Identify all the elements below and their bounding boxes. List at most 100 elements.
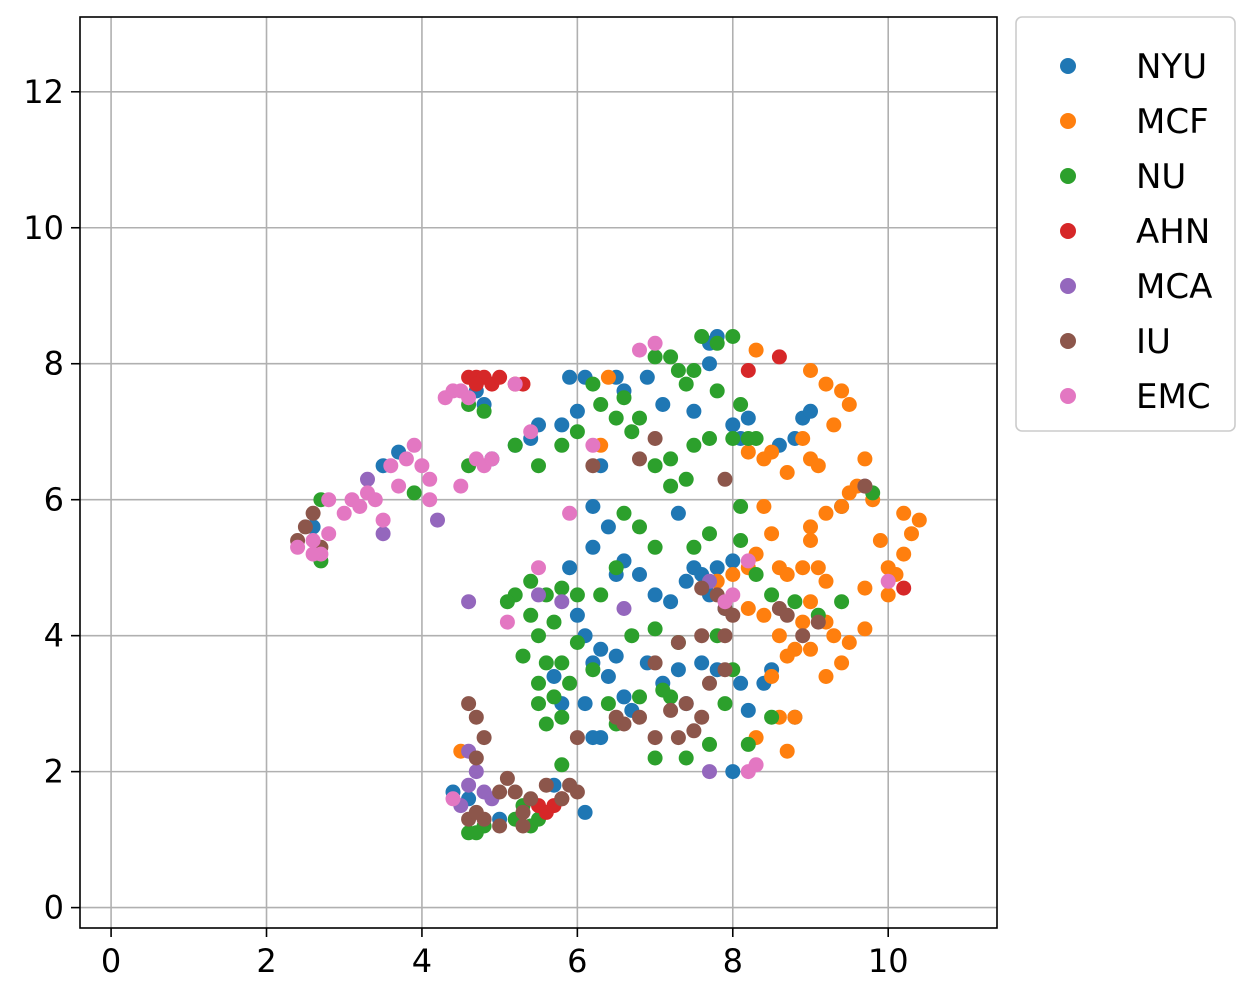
- data-point: [709, 335, 725, 351]
- data-point: [725, 607, 741, 623]
- data-point: [305, 533, 321, 548]
- data-point: [632, 689, 647, 705]
- data-point: [880, 573, 896, 589]
- data-point: [321, 526, 337, 542]
- data-point: [733, 675, 749, 691]
- data-point: [468, 764, 484, 780]
- data-point: [290, 539, 306, 555]
- data-point: [670, 730, 686, 746]
- data-point: [507, 437, 523, 453]
- data-point: [834, 655, 850, 671]
- data-point: [686, 539, 702, 555]
- data-point: [834, 383, 850, 399]
- data-point: [810, 560, 826, 576]
- data-point: [600, 519, 616, 535]
- data-point: [663, 594, 679, 610]
- data-point: [748, 567, 764, 582]
- plot-frame: [79, 16, 998, 929]
- data-point: [795, 628, 811, 644]
- data-point: [531, 587, 546, 603]
- data-point: [740, 736, 756, 752]
- data-point: [569, 424, 585, 440]
- data-point: [779, 465, 795, 480]
- data-point: [655, 682, 671, 698]
- data-point: [803, 519, 818, 535]
- data-point: [733, 397, 749, 412]
- data-point: [725, 431, 741, 446]
- data-point: [678, 471, 694, 487]
- data-point: [569, 607, 585, 623]
- data-point: [686, 723, 702, 739]
- data-point: [367, 492, 383, 508]
- data-point: [375, 512, 391, 528]
- data-point: [600, 696, 616, 712]
- data-point: [663, 478, 679, 494]
- data-point: [360, 471, 375, 487]
- data-point: [694, 580, 710, 596]
- data-point: [725, 587, 741, 603]
- data-point: [764, 587, 780, 603]
- data-point: [608, 560, 624, 576]
- data-point: [562, 560, 578, 576]
- data-point: [562, 675, 578, 691]
- data-point: [771, 628, 787, 644]
- x-tick-label: 6: [567, 942, 587, 980]
- data-point: [740, 410, 756, 426]
- data-point: [531, 560, 546, 576]
- data-point: [880, 587, 896, 603]
- x-tick-label: 2: [256, 942, 276, 980]
- series-nu: [313, 329, 881, 841]
- data-point: [453, 478, 469, 494]
- data-point: [826, 417, 842, 433]
- data-point: [694, 709, 710, 725]
- data-point: [585, 730, 601, 746]
- data-point: [733, 499, 749, 514]
- data-point: [655, 397, 671, 412]
- data-point: [523, 573, 539, 589]
- data-point: [818, 669, 834, 684]
- data-point: [803, 641, 818, 657]
- data-point: [593, 397, 609, 412]
- data-point: [305, 505, 321, 521]
- data-point: [756, 607, 772, 623]
- data-point: [725, 567, 741, 582]
- data-point: [538, 655, 554, 671]
- data-point: [787, 594, 803, 610]
- data-point: [632, 709, 647, 725]
- legend-marker: [1060, 223, 1076, 239]
- data-point: [857, 451, 873, 467]
- data-point: [857, 580, 873, 596]
- y-axis-ticks: 0 2 4 6 8 10 12: [23, 73, 80, 927]
- data-point: [608, 648, 624, 664]
- data-point: [795, 614, 811, 630]
- data-point: [678, 750, 694, 766]
- y-tick-label: 6: [44, 481, 64, 519]
- data-point: [445, 791, 461, 807]
- y-tick-label: 12: [23, 73, 64, 111]
- data-point: [686, 437, 702, 453]
- data-point: [632, 519, 647, 535]
- data-point: [764, 526, 780, 542]
- data-point: [492, 818, 508, 834]
- data-point: [896, 505, 912, 521]
- data-point: [779, 607, 795, 623]
- data-point: [585, 662, 601, 678]
- data-point: [647, 750, 663, 766]
- data-point: [492, 369, 508, 385]
- data-point: [663, 702, 679, 718]
- y-tick-label: 8: [44, 345, 64, 383]
- data-point: [904, 526, 919, 542]
- data-point: [468, 709, 484, 725]
- data-point: [632, 342, 647, 358]
- data-point: [593, 641, 609, 657]
- data-point: [538, 804, 554, 820]
- data-point: [554, 709, 570, 725]
- legend-label: AHN: [1136, 212, 1210, 252]
- data-point: [771, 349, 787, 365]
- data-point: [694, 628, 710, 644]
- data-point: [523, 607, 539, 623]
- data-point: [647, 621, 663, 637]
- data-point: [803, 533, 818, 548]
- y-tick-label: 4: [44, 617, 64, 655]
- data-point: [803, 594, 818, 610]
